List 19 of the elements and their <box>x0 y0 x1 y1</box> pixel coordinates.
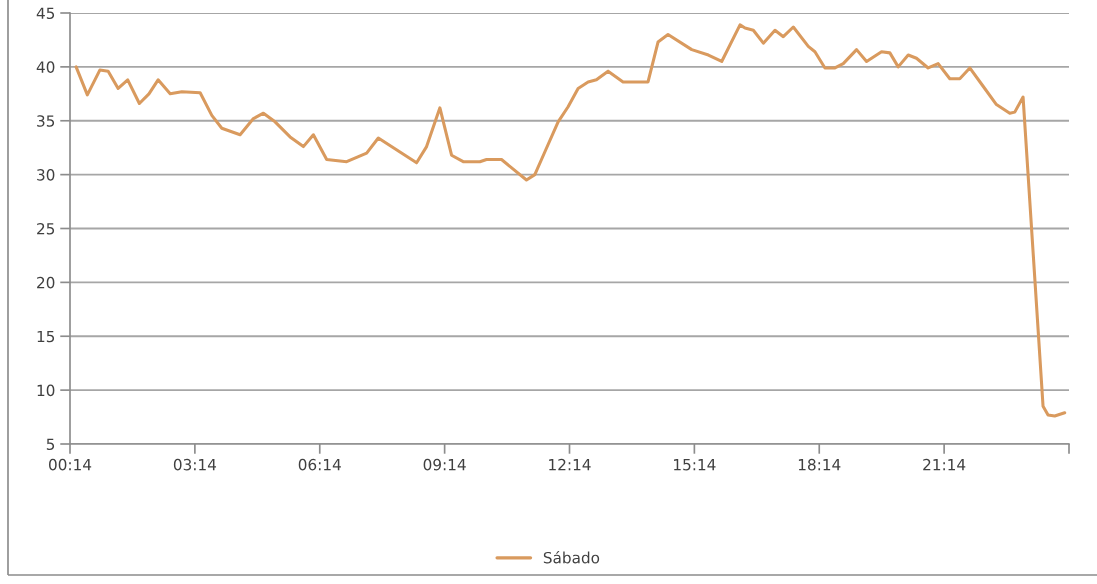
y-tick-label: 20 <box>37 276 55 289</box>
legend-label: Sábado <box>543 551 600 564</box>
x-tick-label: 18:14 <box>798 458 841 471</box>
x-tick-label: 21:14 <box>923 458 966 471</box>
x-tick-label: 09:14 <box>423 458 466 471</box>
x-tick-label: 12:14 <box>549 458 591 471</box>
x-tick-label: 00:14 <box>48 458 92 471</box>
y-tick-label: 25 <box>37 222 55 235</box>
y-tick-label: 30 <box>37 169 55 181</box>
x-tick-label: 03:14 <box>173 458 217 471</box>
y-tick-label: 15 <box>37 330 55 343</box>
y-tick-label: 5 <box>46 438 55 451</box>
y-tick-label: 40 <box>36 61 55 73</box>
y-tick-label: 45 <box>36 7 55 20</box>
x-tick-label: 06:14 <box>298 458 341 471</box>
y-tick-label: 35 <box>37 115 55 127</box>
y-tick-label: 10 <box>37 384 55 397</box>
line-series <box>74 23 1067 418</box>
x-tick-label: 15:14 <box>674 459 716 471</box>
